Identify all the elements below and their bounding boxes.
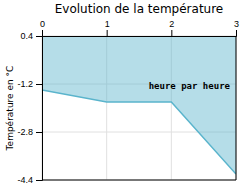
y-tick-label: -1.2 [17,79,33,89]
y-tick: 0.4 [20,31,42,41]
y-tick-mark [36,84,42,85]
x-tick-mark [171,30,172,36]
y-axis-line [36,37,43,181]
x-tick: 2 [169,19,174,36]
chart-container: 0 1 2 3 0.4 -1.2 -2.8 -4.4 heure par heure Evolut… [0,0,250,188]
x-tick: 1 [105,19,110,36]
y-tick-label: 0.4 [20,31,33,41]
x-axis: 0 1 2 3 [40,19,239,37]
x-tick: 0 [40,19,45,36]
line [42,90,236,174]
y-axis-title: Température en °C [5,66,15,152]
y-tick: -4.4 [17,175,42,185]
annotation: heure par heure [149,81,231,91]
chart-svg: 0 1 2 3 0.4 -1.2 -2.8 -4.4 heure par heure Evolut… [0,0,250,188]
y-axis: 0.4 -1.2 -2.8 -4.4 [17,31,42,185]
x-tick-mark [107,30,108,36]
x-tick-mark [236,30,237,36]
y-tick-label: -4.4 [17,175,33,185]
y-tick: -1.2 [17,79,42,89]
y-tick-mark [36,132,42,133]
grid-line-x [236,36,237,180]
y-tick-label: -2.8 [17,127,33,137]
y-tick: -2.8 [17,127,42,137]
x-tick-label: 3 [234,19,239,29]
area [42,36,236,174]
x-axis-line [43,30,237,37]
plot: 0 1 2 3 0.4 -1.2 -2.8 -4.4 heure par heure [17,19,239,185]
grid-line-y [42,180,236,181]
frame-bottom [42,180,236,181]
grid [42,36,236,180]
x-tick-label: 0 [40,19,45,29]
x-tick-label: 2 [169,19,174,29]
marks [42,36,236,174]
x-tick-label: 1 [105,19,110,29]
x-tick: 3 [234,19,239,36]
frame-right [236,36,237,180]
x-tick-mark [42,30,43,36]
y-tick-mark [36,180,42,181]
y-tick-mark [36,36,42,37]
title: Evolution de la température [55,2,224,16]
